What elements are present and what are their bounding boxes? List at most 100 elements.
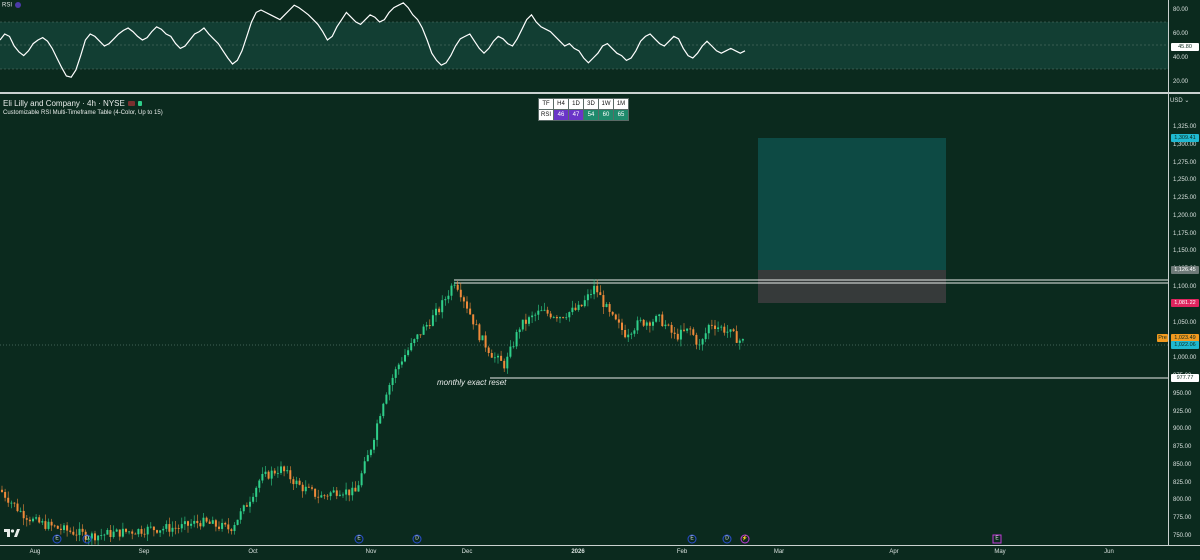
time-label: Oct (248, 549, 258, 555)
candle-body (729, 329, 732, 332)
candle-body (645, 322, 648, 326)
candle-body (732, 329, 735, 332)
candle-body (655, 316, 658, 322)
candle-body (32, 518, 34, 522)
candle-body (484, 335, 487, 348)
candle-body (28, 519, 31, 522)
candle-body (686, 328, 689, 331)
dividend-event-icon[interactable]: D (722, 534, 732, 544)
stop-zone (758, 270, 946, 303)
candle-body (552, 316, 555, 318)
dividend-event-icon[interactable]: D (412, 534, 422, 544)
candle-body (602, 295, 605, 308)
candle-body (230, 529, 233, 532)
candle-body (413, 339, 416, 344)
candle-body (50, 521, 53, 526)
mtf-value-cell: 65 (613, 109, 629, 121)
candle-body (379, 416, 382, 424)
time-label: Sep (138, 549, 150, 555)
candle-body (245, 505, 248, 507)
chart-annotation[interactable]: monthly exact reset (437, 378, 507, 387)
candle-body (593, 285, 596, 295)
candle-body (103, 534, 106, 536)
mtf-header-cell: TF (538, 98, 554, 110)
candle-body (475, 324, 478, 326)
candle-body (509, 346, 512, 357)
candle-body (345, 489, 348, 495)
indicator-legend[interactable]: Customizable RSI Multi-Timeframe Table (… (3, 110, 163, 116)
candle-body (648, 322, 651, 326)
candle-body (435, 308, 437, 316)
price-tick-label: 1,200.00 (1173, 212, 1197, 219)
price-tick-label: 875.00 (1173, 444, 1192, 451)
candle-body (249, 501, 251, 507)
candle-body (462, 297, 465, 302)
candle-body (676, 333, 679, 340)
earnings-event-icon[interactable]: E (687, 534, 697, 544)
candle-body (221, 522, 224, 529)
price-pane[interactable] (0, 94, 1168, 545)
candle-body (428, 324, 431, 326)
candle-body (664, 324, 667, 327)
time-label: Nov (365, 549, 377, 555)
candle-body (165, 524, 168, 529)
candle-body (599, 292, 602, 296)
candle-body (363, 461, 366, 474)
candle-body (723, 326, 726, 333)
candle-body (326, 495, 329, 497)
earnings-event-icon[interactable]: E (52, 534, 62, 544)
price-tick-label: 1,225.00 (1173, 195, 1197, 202)
candle-body (236, 519, 239, 525)
tradingview-logo-icon[interactable] (4, 528, 20, 538)
symbol-legend[interactable]: Eli Lilly and Company · 4h · NYSE (3, 99, 142, 108)
candle-body (202, 517, 205, 527)
earnings-future-event-icon[interactable]: E (992, 534, 1002, 544)
lightning-event-icon[interactable]: ⚡ (740, 534, 750, 544)
candle-body (689, 328, 692, 330)
currency-button[interactable]: USD ⌄ (1170, 97, 1189, 104)
candle-body (741, 339, 744, 341)
price-tick-label: 775.00 (1173, 515, 1192, 522)
candle-body (218, 526, 220, 529)
candle-body (348, 489, 351, 496)
price-axis[interactable]: 80.00 60.00 40.00 20.00 45.80 1,325.00 1,… (1157, 0, 1200, 545)
candle-body (472, 314, 475, 325)
indicator-settings-icon[interactable] (15, 2, 22, 8)
candle-body (466, 301, 468, 309)
rsi-legend[interactable]: RSI (2, 2, 22, 9)
time-axis[interactable]: Aug Sep Oct Nov Dec 2026 Feb Mar Apr May… (0, 545, 1200, 560)
candle-body (673, 332, 676, 334)
chevron-down-icon: ⌄ (1184, 98, 1190, 104)
candle-body (608, 304, 611, 312)
candle-body (531, 315, 534, 318)
rsi-mtf-table: TF H4 1D 3D 1W 1M RSI 46 47 54 60 65 (538, 98, 629, 121)
candle-body (261, 473, 264, 481)
rsi-axis-label: 80.00 (1173, 7, 1189, 13)
earnings-event-icon[interactable]: E (354, 534, 364, 544)
candle-body (53, 525, 56, 527)
price-tick-label: 1,100.00 (1173, 284, 1197, 291)
candle-body (146, 526, 149, 535)
candle-body (289, 470, 292, 480)
candle-body (717, 327, 720, 329)
pane-divider[interactable] (0, 92, 1200, 94)
candle-body (487, 347, 490, 354)
price-tag: 1,023.49 (1171, 334, 1199, 342)
dividend-event-icon[interactable]: D (82, 534, 92, 544)
candle-body (323, 495, 326, 497)
candle-body (661, 314, 664, 327)
candle-body (180, 524, 183, 529)
candle-body (524, 319, 527, 324)
symbol-title: Eli Lilly and Company · 4h · NYSE (3, 99, 125, 108)
mtf-value-cell: 46 (553, 109, 569, 121)
candle-body (695, 334, 698, 345)
candle-body (425, 324, 428, 327)
candle-body (4, 491, 7, 498)
candle-body (19, 510, 22, 512)
rsi-pane[interactable]: RSI (0, 0, 1168, 92)
candle-body (47, 521, 50, 529)
candle-body (627, 334, 630, 338)
price-tick-label: 1,150.00 (1173, 248, 1197, 255)
candle-body (118, 529, 121, 537)
candle-body (469, 308, 472, 315)
